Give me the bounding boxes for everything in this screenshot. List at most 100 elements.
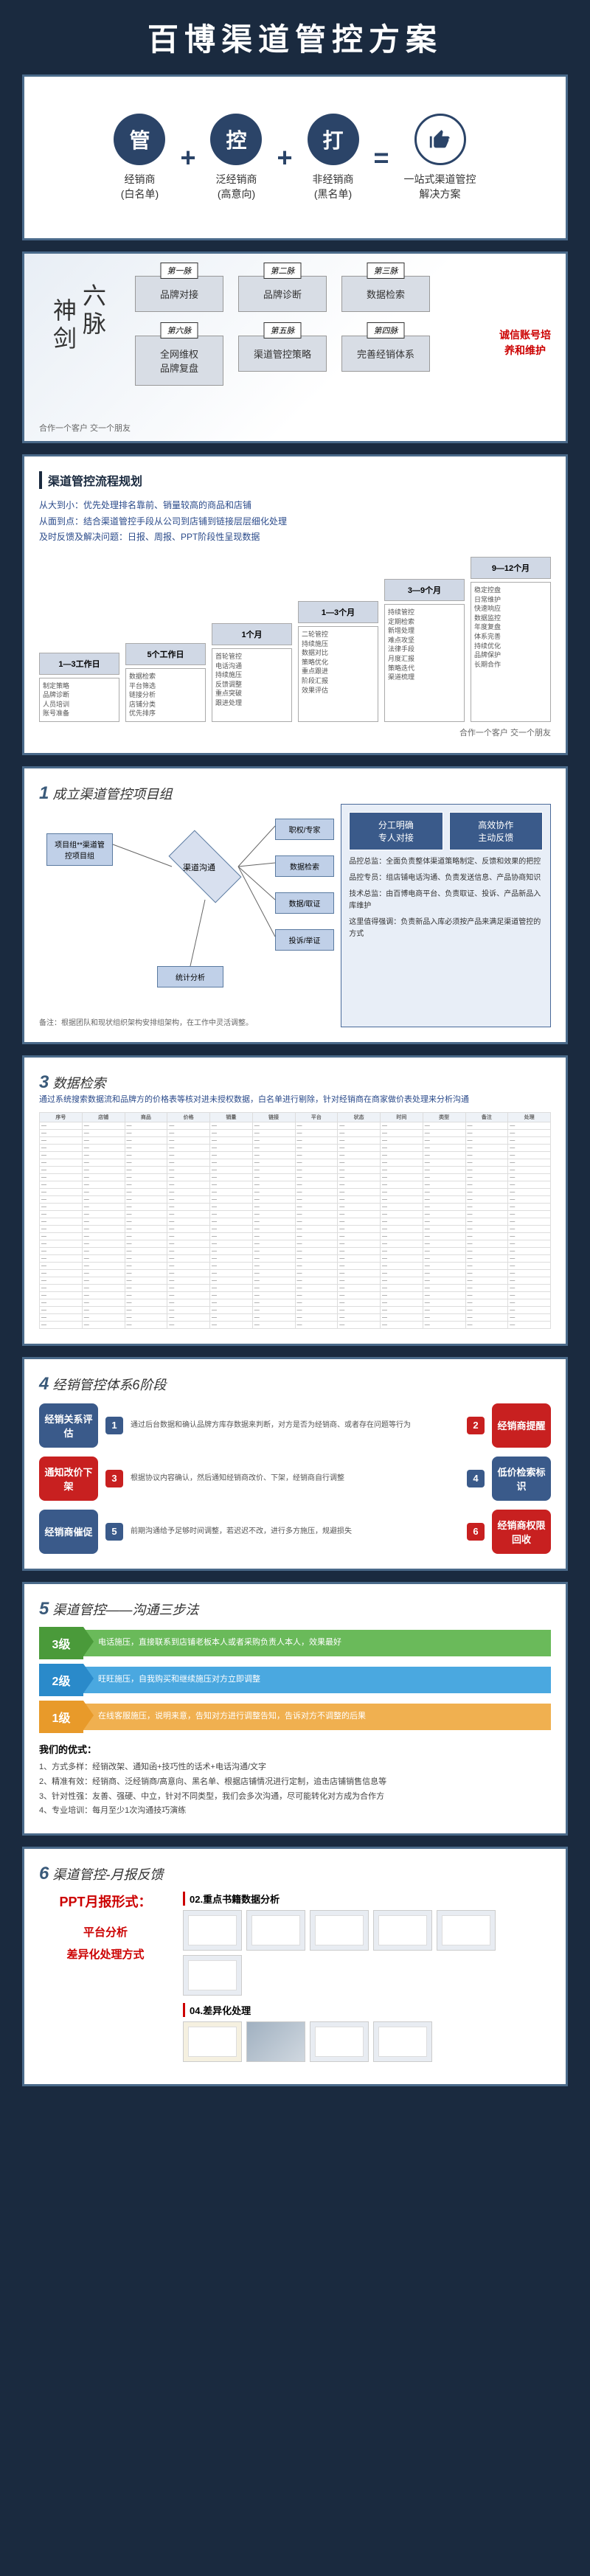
- table-cell: —: [125, 1277, 167, 1284]
- table-cell: —: [423, 1203, 465, 1210]
- table-cell: —: [82, 1136, 125, 1144]
- table-cell: —: [210, 1159, 253, 1166]
- table-cell: —: [125, 1240, 167, 1247]
- table-cell: —: [252, 1136, 295, 1144]
- table-cell: —: [295, 1122, 338, 1129]
- table-cell: —: [508, 1313, 551, 1321]
- table-cell: —: [252, 1122, 295, 1129]
- table-header-cell: 备注: [465, 1112, 508, 1122]
- stage-row: 经销关系评估 1 通过后台数据和确认品牌方库存数据来判断，对方是否为经销商、或者…: [39, 1403, 551, 1448]
- stage-box: 经销商催促: [39, 1510, 98, 1554]
- timeline-row: 1—3工作日制定策略 品牌诊断 人员培训 账号准备 5个工作日数据检索 平台筛选…: [39, 557, 551, 722]
- table-cell: —: [125, 1225, 167, 1232]
- tl-body: 持续管控 定期检索 新增处理 难点攻坚 法律手段 月度汇报 策略迭代 渠道梳理: [384, 604, 465, 722]
- table-cell: —: [465, 1181, 508, 1188]
- table-cell: —: [423, 1159, 465, 1166]
- table-cell: —: [125, 1144, 167, 1151]
- table-cell: —: [40, 1188, 83, 1195]
- tl-head: 3—9个月: [384, 579, 465, 601]
- table-cell: —: [167, 1195, 210, 1203]
- thumb: [183, 1955, 242, 1996]
- table-row: ————————————: [40, 1159, 551, 1166]
- table-cell: —: [423, 1122, 465, 1129]
- tl-head: 5个工作日: [125, 643, 206, 665]
- equals-icon: =: [374, 142, 389, 173]
- table-cell: —: [40, 1247, 83, 1254]
- table-cell: —: [381, 1306, 423, 1313]
- adv-item: 2、精准有效：经销商、泛经销商/高意向、黑名单、根据店铺情况进行定制，追击店铺销…: [39, 1775, 551, 1790]
- stage-num: 3: [105, 1470, 123, 1487]
- table-cell: —: [40, 1122, 83, 1129]
- table-cell: —: [125, 1188, 167, 1195]
- table-cell: —: [423, 1136, 465, 1144]
- table-cell: —: [423, 1166, 465, 1173]
- table-cell: —: [82, 1277, 125, 1284]
- table-cell: —: [465, 1159, 508, 1166]
- table-cell: —: [167, 1284, 210, 1291]
- table-cell: —: [82, 1181, 125, 1188]
- table-cell: —: [381, 1262, 423, 1269]
- tl-body: 首轮管控 电话沟通 持续施压 反馈调整 重点突破 跟进处理: [212, 648, 292, 722]
- table-cell: —: [465, 1218, 508, 1225]
- table-cell: —: [465, 1262, 508, 1269]
- table-cell: —: [82, 1129, 125, 1136]
- table-row: ————————————: [40, 1262, 551, 1269]
- table-cell: —: [465, 1269, 508, 1277]
- sword-cell: 品牌对接: [135, 276, 223, 312]
- table-cell: —: [423, 1232, 465, 1240]
- formula-item-1: 管 经销商 (白名单): [114, 114, 165, 201]
- circle-manage: 管: [114, 114, 165, 165]
- fr-head-row: 分工明确 专人对接 高效协作 主动反馈: [349, 812, 543, 850]
- num: 3: [39, 1072, 49, 1092]
- table-cell: —: [40, 1254, 83, 1262]
- tl-col: 5个工作日数据检索 平台筛选 链接分析 店铺分类 优先排序: [125, 643, 206, 722]
- sword-cell: 数据检索: [341, 276, 430, 312]
- flow-left: 项目组**渠道管控项目组 渠道沟通 职权/专家 数据检索 数据/取证 投诉/举证…: [39, 804, 330, 1027]
- table-header-cell: 序号: [40, 1112, 83, 1122]
- table-cell: —: [381, 1321, 423, 1328]
- table-cell: —: [125, 1291, 167, 1299]
- sword-grid: 第一脉品牌对接 第二脉品牌诊断 第三脉数据检索 第六脉全网维权 品牌复盘 第五脉…: [135, 276, 430, 386]
- stage-box: 经销商提醒: [492, 1403, 551, 1448]
- table-cell: —: [465, 1247, 508, 1254]
- table-cell: —: [40, 1166, 83, 1173]
- stage-desc: 通过后台数据和确认品牌方库存数据来判断，对方是否为经销商、或者存在问题等行为: [131, 1420, 459, 1431]
- table-cell: —: [381, 1173, 423, 1181]
- thumb: [183, 1910, 242, 1951]
- adv-item: 3、针对性强：友善、强硬、中立，针对不同类型，我们会多次沟通，尽可能转化对方成为…: [39, 1790, 551, 1805]
- table-cell: —: [252, 1203, 295, 1210]
- table-cell: —: [82, 1151, 125, 1159]
- plus-icon: +: [180, 142, 195, 173]
- table-cell: —: [381, 1195, 423, 1203]
- table-cell: —: [465, 1321, 508, 1328]
- table-cell: —: [167, 1240, 210, 1247]
- table-cell: —: [210, 1122, 253, 1129]
- table-cell: —: [167, 1173, 210, 1181]
- table-cell: —: [210, 1247, 253, 1254]
- sword-box: 第四脉完善经销体系: [341, 336, 430, 386]
- step-row: 1级在线客服施压，说明来意，告知对方进行调整告知，告诉对方不调整的后果: [39, 1701, 551, 1733]
- table-cell: —: [381, 1136, 423, 1144]
- table-cell: —: [40, 1225, 83, 1232]
- table-cell: —: [423, 1247, 465, 1254]
- table-row: ————————————: [40, 1166, 551, 1173]
- tl-head: 1个月: [212, 623, 292, 645]
- table-cell: —: [508, 1151, 551, 1159]
- sword-box: 第二脉品牌诊断: [238, 276, 327, 312]
- table-cell: —: [295, 1291, 338, 1299]
- tl-col: 1—3工作日制定策略 品牌诊断 人员培训 账号准备: [39, 653, 119, 722]
- rs-thumbs: [183, 2021, 551, 2062]
- table-cell: —: [252, 1262, 295, 1269]
- desc-line: 及时反馈及解决问题：日报、周报、PPT阶段性呈现数据: [39, 530, 551, 546]
- ts-title: 5 渠道管控——沟通三步法: [39, 1599, 551, 1619]
- panel-six-swords: 神剑 六脉 第一脉品牌对接 第二脉品牌诊断 第三脉数据检索 第六脉全网维权 品牌…: [22, 251, 568, 443]
- table-cell: —: [210, 1203, 253, 1210]
- table-cell: —: [381, 1122, 423, 1129]
- table-cell: —: [167, 1232, 210, 1240]
- table-cell: —: [338, 1122, 381, 1129]
- rp-title: 6 渠道管控-月报反馈: [39, 1864, 551, 1884]
- table-cell: —: [210, 1181, 253, 1188]
- table-cell: —: [295, 1136, 338, 1144]
- step-head: 1级: [39, 1701, 83, 1733]
- adv-list: 1、方式多样：经销改架、通知函+技巧性的话术+电话沟通/文字 2、精准有效：经销…: [39, 1760, 551, 1819]
